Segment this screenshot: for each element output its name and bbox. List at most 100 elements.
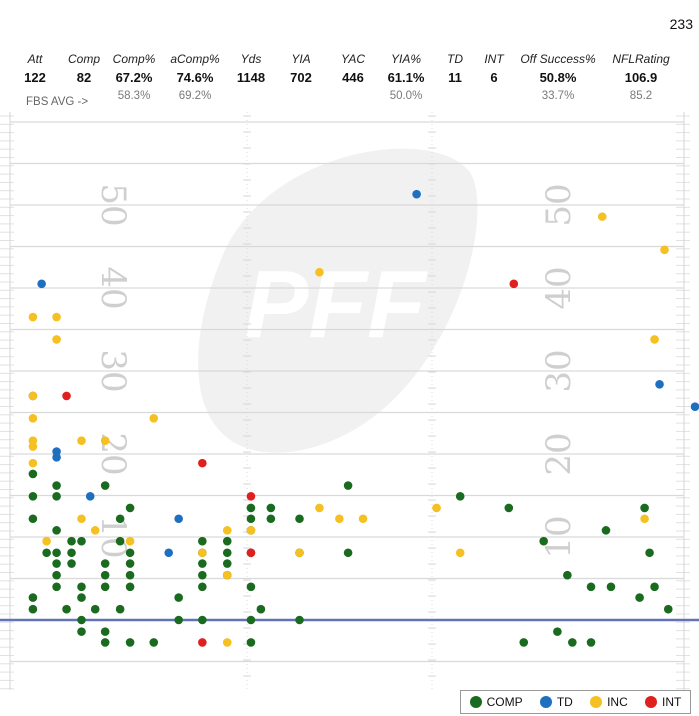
pass-point-comp <box>28 469 38 479</box>
pass-point-inc <box>198 548 207 558</box>
yard-number-right: 20 <box>539 432 579 475</box>
pass-point-comp <box>125 559 135 568</box>
stat-label: Yds <box>240 52 262 66</box>
pass-point-comp <box>563 570 572 580</box>
legend-item-td: TD <box>539 695 573 709</box>
page-number: 233 <box>669 16 693 32</box>
stat-value: 82 <box>76 70 92 85</box>
stat-label: aComp% <box>170 52 220 66</box>
pass-point-inc <box>52 335 61 344</box>
pass-point-comp <box>67 548 76 558</box>
pass-point-inc <box>77 436 86 446</box>
stat-column-comp: Comp 82 <box>62 50 106 104</box>
stat-column-yds: Yds 1148 <box>229 50 273 104</box>
pass-point-td <box>412 189 421 199</box>
pass-point-comp <box>295 615 304 625</box>
pass-point-comp <box>67 559 76 568</box>
pass-point-comp <box>539 536 548 546</box>
legend-swatch <box>644 696 657 708</box>
pass-point-comp <box>343 481 353 490</box>
pass-point-comp <box>52 570 61 580</box>
pass-point-comp <box>295 514 304 524</box>
legend-label: COMP <box>486 695 523 709</box>
pass-point-int <box>246 492 256 501</box>
pass-point-inc <box>315 503 324 513</box>
stat-column-yia: YIA 702 <box>279 50 323 104</box>
legend-item-int: INT <box>644 695 681 709</box>
pass-point-comp <box>246 615 256 625</box>
pass-point-comp <box>650 582 659 592</box>
pass-point-comp <box>125 548 135 558</box>
stat-label: YAC <box>340 52 365 66</box>
stat-column-nflrating: NFLRating 106.9 85.2 <box>603 50 679 104</box>
pass-point-comp <box>568 638 577 647</box>
pass-point-comp <box>246 582 256 592</box>
pass-point-inc <box>42 536 51 546</box>
stat-fbs-avg: 50.0% <box>389 90 423 102</box>
pass-point-comp <box>90 604 100 614</box>
stat-value: 6 <box>490 70 498 85</box>
pass-point-comp <box>635 593 644 602</box>
pass-point-comp <box>28 514 38 524</box>
pass-point-comp <box>125 570 135 580</box>
stat-value: 702 <box>290 70 312 85</box>
stat-label: YIA <box>291 52 311 66</box>
stat-fbs-avg: 33.7% <box>541 90 575 102</box>
pass-point-comp <box>52 548 61 558</box>
pass-point-int <box>62 391 71 401</box>
yard-number-right: 30 <box>539 349 579 392</box>
pass-point-comp <box>455 492 465 501</box>
stat-column-int: INT 6 <box>476 50 512 104</box>
stats-table: Att 122 Comp 82 Comp% 67.2% 58.3% aComp% 74.6% 69… <box>0 50 699 112</box>
series-inc <box>28 212 669 647</box>
pass-point-comp <box>77 582 86 592</box>
stat-label: TD <box>447 52 463 66</box>
pass-point-comp <box>663 604 673 614</box>
pass-point-comp <box>115 514 125 524</box>
pass-point-inc <box>28 442 38 451</box>
pass-point-comp <box>343 548 353 558</box>
pff-watermark: PFF <box>198 148 478 453</box>
pass-point-comp <box>149 638 159 647</box>
pass-point-comp <box>52 582 61 592</box>
pass-point-comp <box>100 627 110 636</box>
yard-number-right: 40 <box>539 266 579 309</box>
stat-column-acomp-: aComp% 74.6% 69.2% <box>163 50 227 104</box>
pass-point-comp <box>52 492 61 501</box>
series-comp <box>28 469 673 647</box>
pass-point-comp <box>198 536 207 546</box>
pass-point-inc <box>246 526 256 535</box>
pass-point-comp <box>645 548 654 558</box>
stat-column-yia-: YIA% 61.1% 50.0% <box>380 50 432 104</box>
pass-point-int <box>509 279 519 289</box>
pass-point-comp <box>553 627 562 636</box>
pass-point-comp <box>100 481 110 490</box>
pass-point-comp <box>222 536 232 546</box>
stat-value: 446 <box>342 70 364 85</box>
pass-point-comp <box>125 582 135 592</box>
stat-value: 11 <box>448 70 462 85</box>
pass-point-comp <box>28 492 38 501</box>
stat-column-off-success-: Off Success% 50.8% 33.7% <box>512 50 604 104</box>
pass-point-comp <box>28 593 38 602</box>
pass-point-inc <box>640 514 649 524</box>
pass-point-inc <box>77 514 86 524</box>
pass-point-comp <box>42 548 51 558</box>
pass-point-comp <box>125 638 135 647</box>
pass-point-comp <box>100 582 110 592</box>
pass-point-comp <box>256 604 266 614</box>
pass-point-comp <box>77 536 86 546</box>
pass-point-inc <box>222 570 232 580</box>
yard-number-left: 50 <box>93 183 133 226</box>
stat-value: 106.9 <box>624 70 658 85</box>
stat-fbs-avg <box>437 88 473 104</box>
pass-point-inc <box>432 503 441 513</box>
fbs-avg-label: FBS AVG -> <box>26 96 89 108</box>
pass-point-comp <box>222 559 232 568</box>
stat-value: 61.1% <box>387 70 425 85</box>
yard-number-left: 20 <box>93 432 133 475</box>
pass-point-comp <box>586 638 596 647</box>
watermark-text: PFF <box>244 251 428 358</box>
yard-number-left: 40 <box>93 266 133 309</box>
